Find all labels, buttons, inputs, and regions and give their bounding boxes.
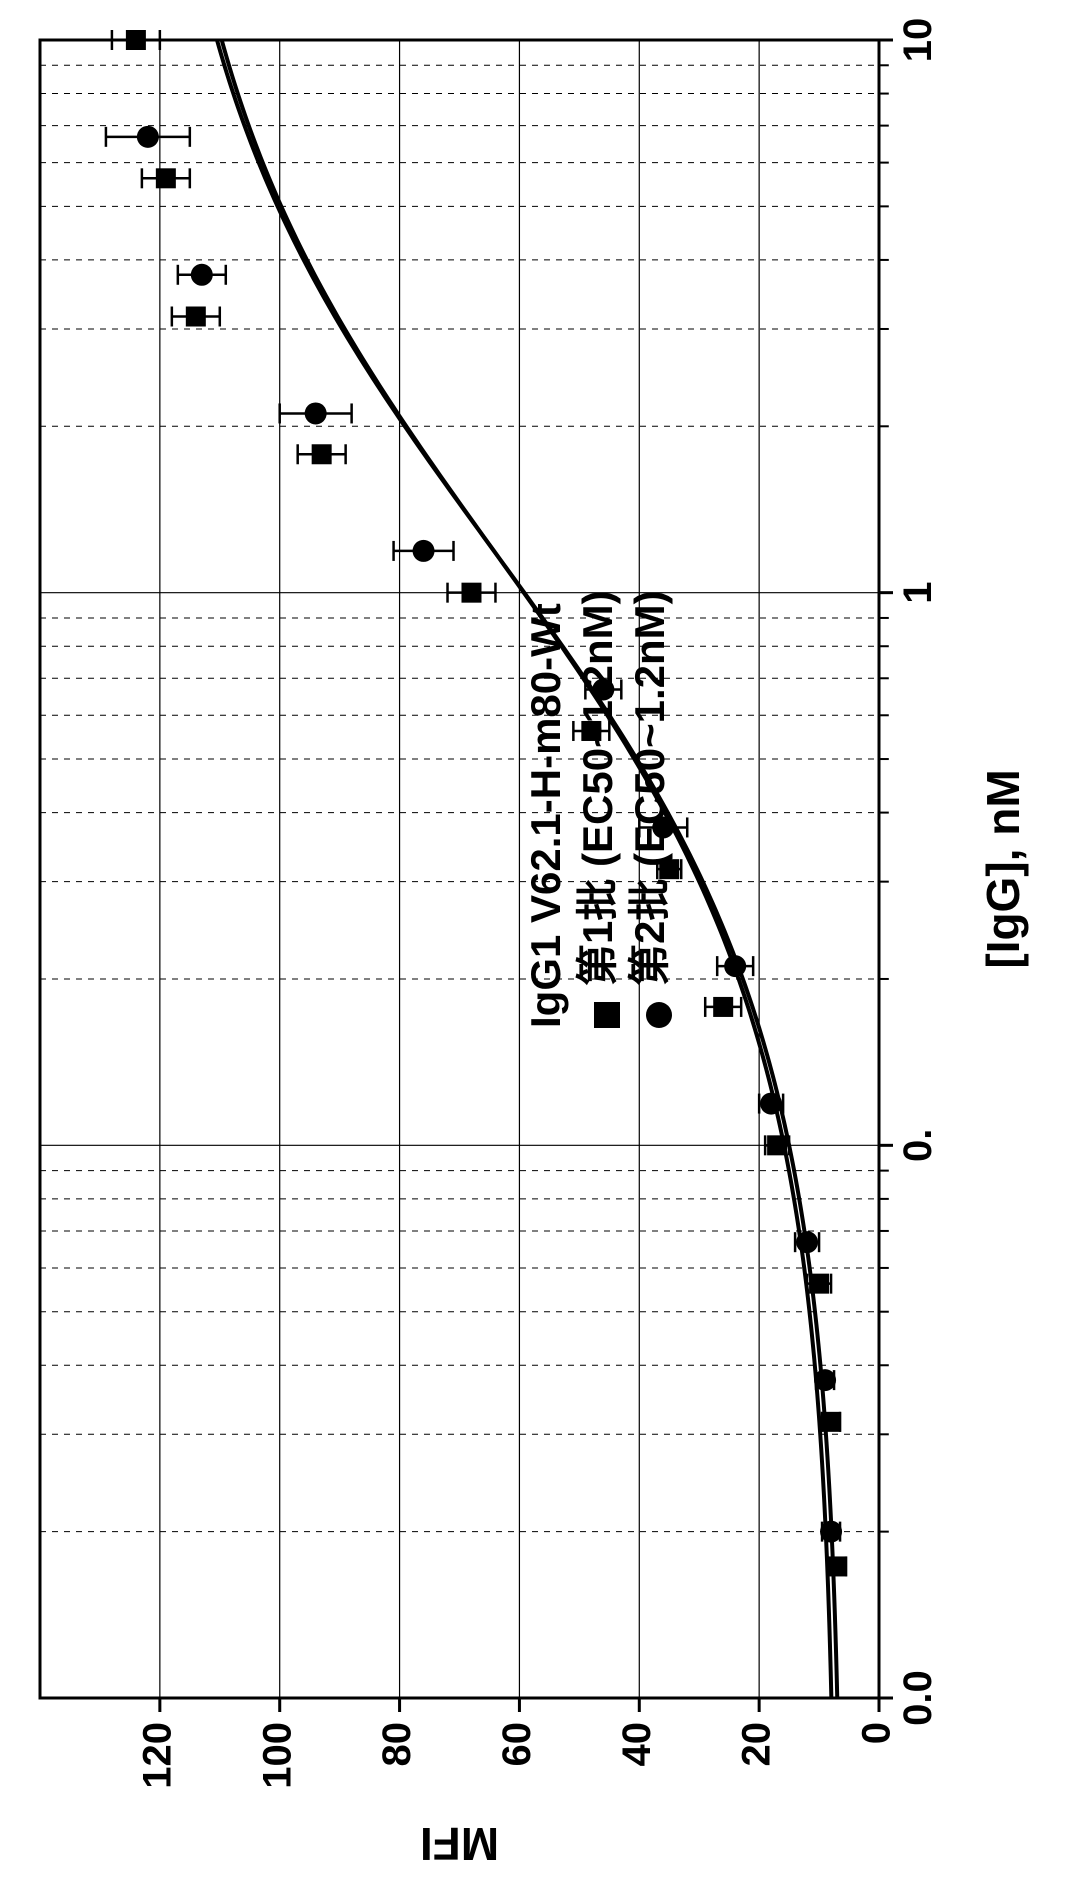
x-axis-label: [IgG], nM (977, 769, 1029, 968)
chart-container: 0 20 40 60 80 100 120 0.0 0. 1 10 MFI [IgG], nM IgG1 … (0, 0, 1079, 1898)
x-tick-label: 1 (896, 582, 940, 604)
x-tick-label: 0.0 (896, 1670, 940, 1726)
y-tick-label: 40 (615, 1722, 659, 1767)
y-tick-label: 80 (375, 1722, 419, 1767)
dose-response-chart: 0 20 40 60 80 100 120 0.0 0. 1 10 MFI [IgG], nM IgG1 … (0, 0, 1079, 1898)
y-tick-label: 0 (855, 1722, 899, 1744)
data-point-batch1 (827, 1556, 847, 1576)
y-tick-label: 60 (495, 1722, 539, 1767)
data-point-batch1 (126, 30, 146, 50)
x-tick-label: 10 (896, 18, 940, 63)
data-point-batch1 (713, 997, 733, 1017)
data-point-batch2 (814, 1369, 836, 1391)
data-point-batch2 (413, 540, 435, 562)
data-point-batch2 (137, 126, 159, 148)
y-tick-label: 100 (255, 1722, 299, 1789)
legend-item-label: 第2批 (EC50~1.2nM) (626, 590, 673, 986)
legend-marker-circle (646, 1002, 672, 1028)
data-point-batch1 (767, 1135, 787, 1155)
data-point-batch2 (191, 264, 213, 286)
data-point-batch1 (312, 444, 332, 464)
x-tick-label: 0. (896, 1129, 940, 1162)
data-point-batch2 (796, 1231, 818, 1253)
legend-item-label: 第1批 (EC50~1.2nM) (574, 590, 621, 986)
data-point-batch2 (820, 1521, 842, 1543)
legend-title: IgG1 V62.1-H-m80-Wt (522, 603, 569, 1028)
y-axis-label: MFI (420, 1818, 499, 1870)
data-point-batch2 (760, 1093, 782, 1115)
legend: IgG1 V62.1-H-m80-Wt第1批 (EC50~1.2nM)第2批 (… (522, 590, 673, 1028)
data-point-batch1 (461, 583, 481, 603)
y-tick-label: 20 (735, 1722, 779, 1767)
data-point-batch1 (156, 168, 176, 188)
data-point-batch1 (186, 307, 206, 327)
data-point-batch1 (821, 1412, 841, 1432)
data-point-batch2 (305, 402, 327, 424)
legend-marker-square (594, 1002, 620, 1028)
data-point-batch1 (809, 1274, 829, 1294)
y-tick-label: 120 (135, 1722, 179, 1789)
data-point-batch2 (724, 955, 746, 977)
